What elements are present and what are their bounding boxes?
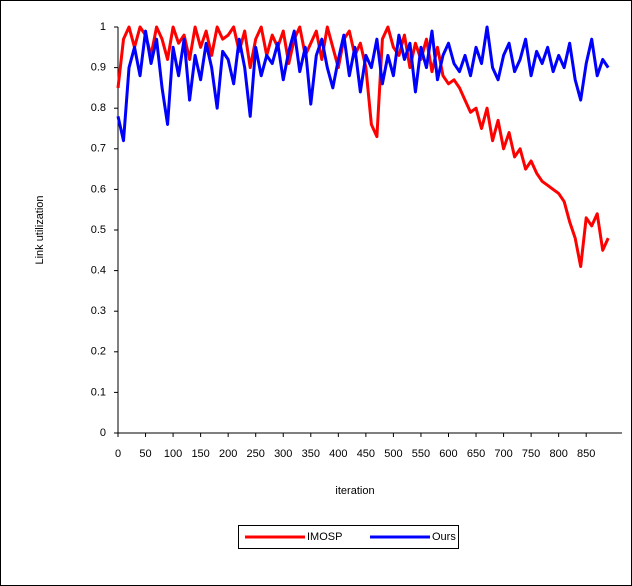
x-tick-label: 800 [549, 448, 567, 460]
x-tick-label: 850 [577, 448, 595, 460]
series-line [116, 25, 610, 143]
legend-label: Ours [432, 531, 456, 543]
y-tick-label: 0 [100, 427, 106, 439]
x-tick-label: 400 [329, 448, 347, 460]
x-tick-label: 350 [302, 448, 320, 460]
x-axis-label: iteration [335, 485, 374, 497]
x-tick-label: 700 [494, 448, 512, 460]
x-tick-label: 600 [439, 448, 457, 460]
y-axis-label: Link utilization [34, 195, 46, 264]
y-tick-label: 0.7 [91, 143, 106, 155]
y-tick-label: 0.1 [91, 386, 106, 398]
y-tick-label: 0.5 [91, 224, 106, 236]
y-tick-label: 0.6 [91, 183, 106, 195]
x-tick-label: 100 [164, 448, 182, 460]
y-tick-label: 0.9 [91, 62, 106, 74]
legend-box [238, 525, 459, 549]
y-tick-label: 0.4 [91, 265, 106, 277]
x-tick-label: 450 [357, 448, 375, 460]
x-tick-label: 50 [139, 448, 151, 460]
legend-label: IMOSP [307, 531, 342, 543]
x-tick-label: 300 [274, 448, 292, 460]
x-tick-label: 500 [384, 448, 402, 460]
y-tick-label: 0.3 [91, 305, 106, 317]
series-line [116, 25, 610, 269]
x-tick-label: 200 [219, 448, 237, 460]
x-tick-label: 650 [467, 448, 485, 460]
y-tick-label: 0.2 [91, 346, 106, 358]
y-tick-label: 0.8 [91, 102, 106, 114]
x-tick-label: 750 [522, 448, 540, 460]
x-tick-label: 0 [115, 448, 121, 460]
x-tick-label: 150 [191, 448, 209, 460]
y-tick-label: 1 [100, 21, 106, 33]
x-tick-label: 550 [412, 448, 430, 460]
x-tick-label: 250 [247, 448, 265, 460]
